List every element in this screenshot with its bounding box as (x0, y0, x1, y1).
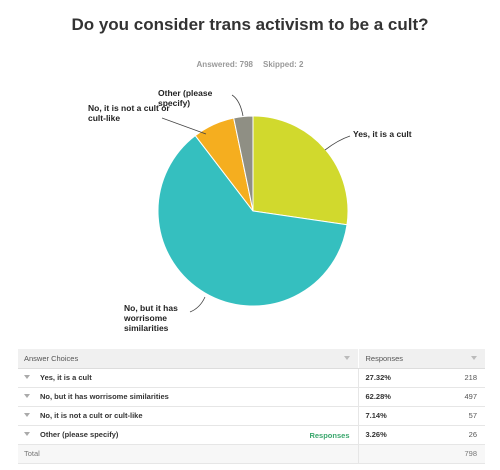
header-responses-label: Responses (365, 353, 404, 363)
total-label: Total (18, 444, 358, 464)
leader-line-worrisome (189, 296, 206, 313)
leader-line-yes (324, 135, 351, 151)
total-count: 798 (418, 444, 485, 464)
total-row: Total 798 (18, 444, 485, 464)
header-answer-choices[interactable]: Answer Choices (18, 349, 358, 369)
response-meta: Answered: 798 Skipped: 2 (0, 60, 500, 69)
expand-caret-icon[interactable] (24, 432, 30, 436)
row-choice: Yes, it is a cult (40, 373, 92, 382)
answered-count: Answered: 798 (196, 60, 253, 69)
sort-caret-icon[interactable] (343, 356, 350, 360)
sort-caret-icon[interactable] (471, 356, 477, 360)
pie-label-other: Other (please specify) (158, 88, 213, 108)
table-row: No, but it has worrisome similarities 62… (18, 387, 485, 407)
other-responses-link[interactable]: Responses (309, 430, 350, 440)
skipped-count: Skipped: 2 (263, 60, 304, 69)
responses-table: Answer Choices Responses Yes, it is a cu… (18, 349, 485, 464)
row-count: 497 (418, 387, 485, 407)
row-choice: Other (please specify) (40, 430, 119, 439)
pie-label-worrisome: No, but it has worrisome similarities (124, 303, 178, 333)
expand-caret-icon[interactable] (24, 375, 30, 379)
row-count: 26 (418, 425, 485, 445)
expand-caret-icon[interactable] (24, 413, 30, 417)
leader-line-other (231, 94, 244, 117)
header-responses[interactable]: Responses (357, 349, 485, 369)
row-count: 57 (418, 406, 485, 426)
row-choice: No, it is not a cult or cult-like (40, 411, 143, 420)
header-answer-choices-label: Answer Choices (24, 353, 79, 363)
row-count: 218 (418, 368, 485, 388)
leader-line-not-cult (161, 117, 207, 135)
table-row: No, it is not a cult or cult-like 7.14% … (18, 406, 485, 426)
pie-slice-0 (252, 115, 349, 226)
pie-slice-1 (157, 134, 348, 307)
table-row: Other (please specify) Responses 3.26% 26 (18, 425, 485, 445)
table-header-row: Answer Choices Responses (18, 349, 485, 369)
row-choice: No, but it has worrisome similarities (40, 392, 169, 401)
row-percent: 7.14% (357, 406, 418, 426)
row-percent: 27.32% (357, 368, 418, 388)
expand-caret-icon[interactable] (24, 394, 30, 398)
pie-label-not-cult: No, it is not a cult or cult-like (88, 103, 170, 123)
pie-chart (157, 94, 351, 313)
pie-slice-3 (233, 115, 254, 212)
pie-label-yes: Yes, it is a cult (353, 129, 412, 139)
table-row: Yes, it is a cult 27.32% 218 (18, 368, 485, 388)
row-percent: 62.28% (357, 387, 418, 407)
question-title: Do you consider trans activism to be a c… (71, 15, 429, 34)
row-percent: 3.26% (357, 425, 418, 445)
